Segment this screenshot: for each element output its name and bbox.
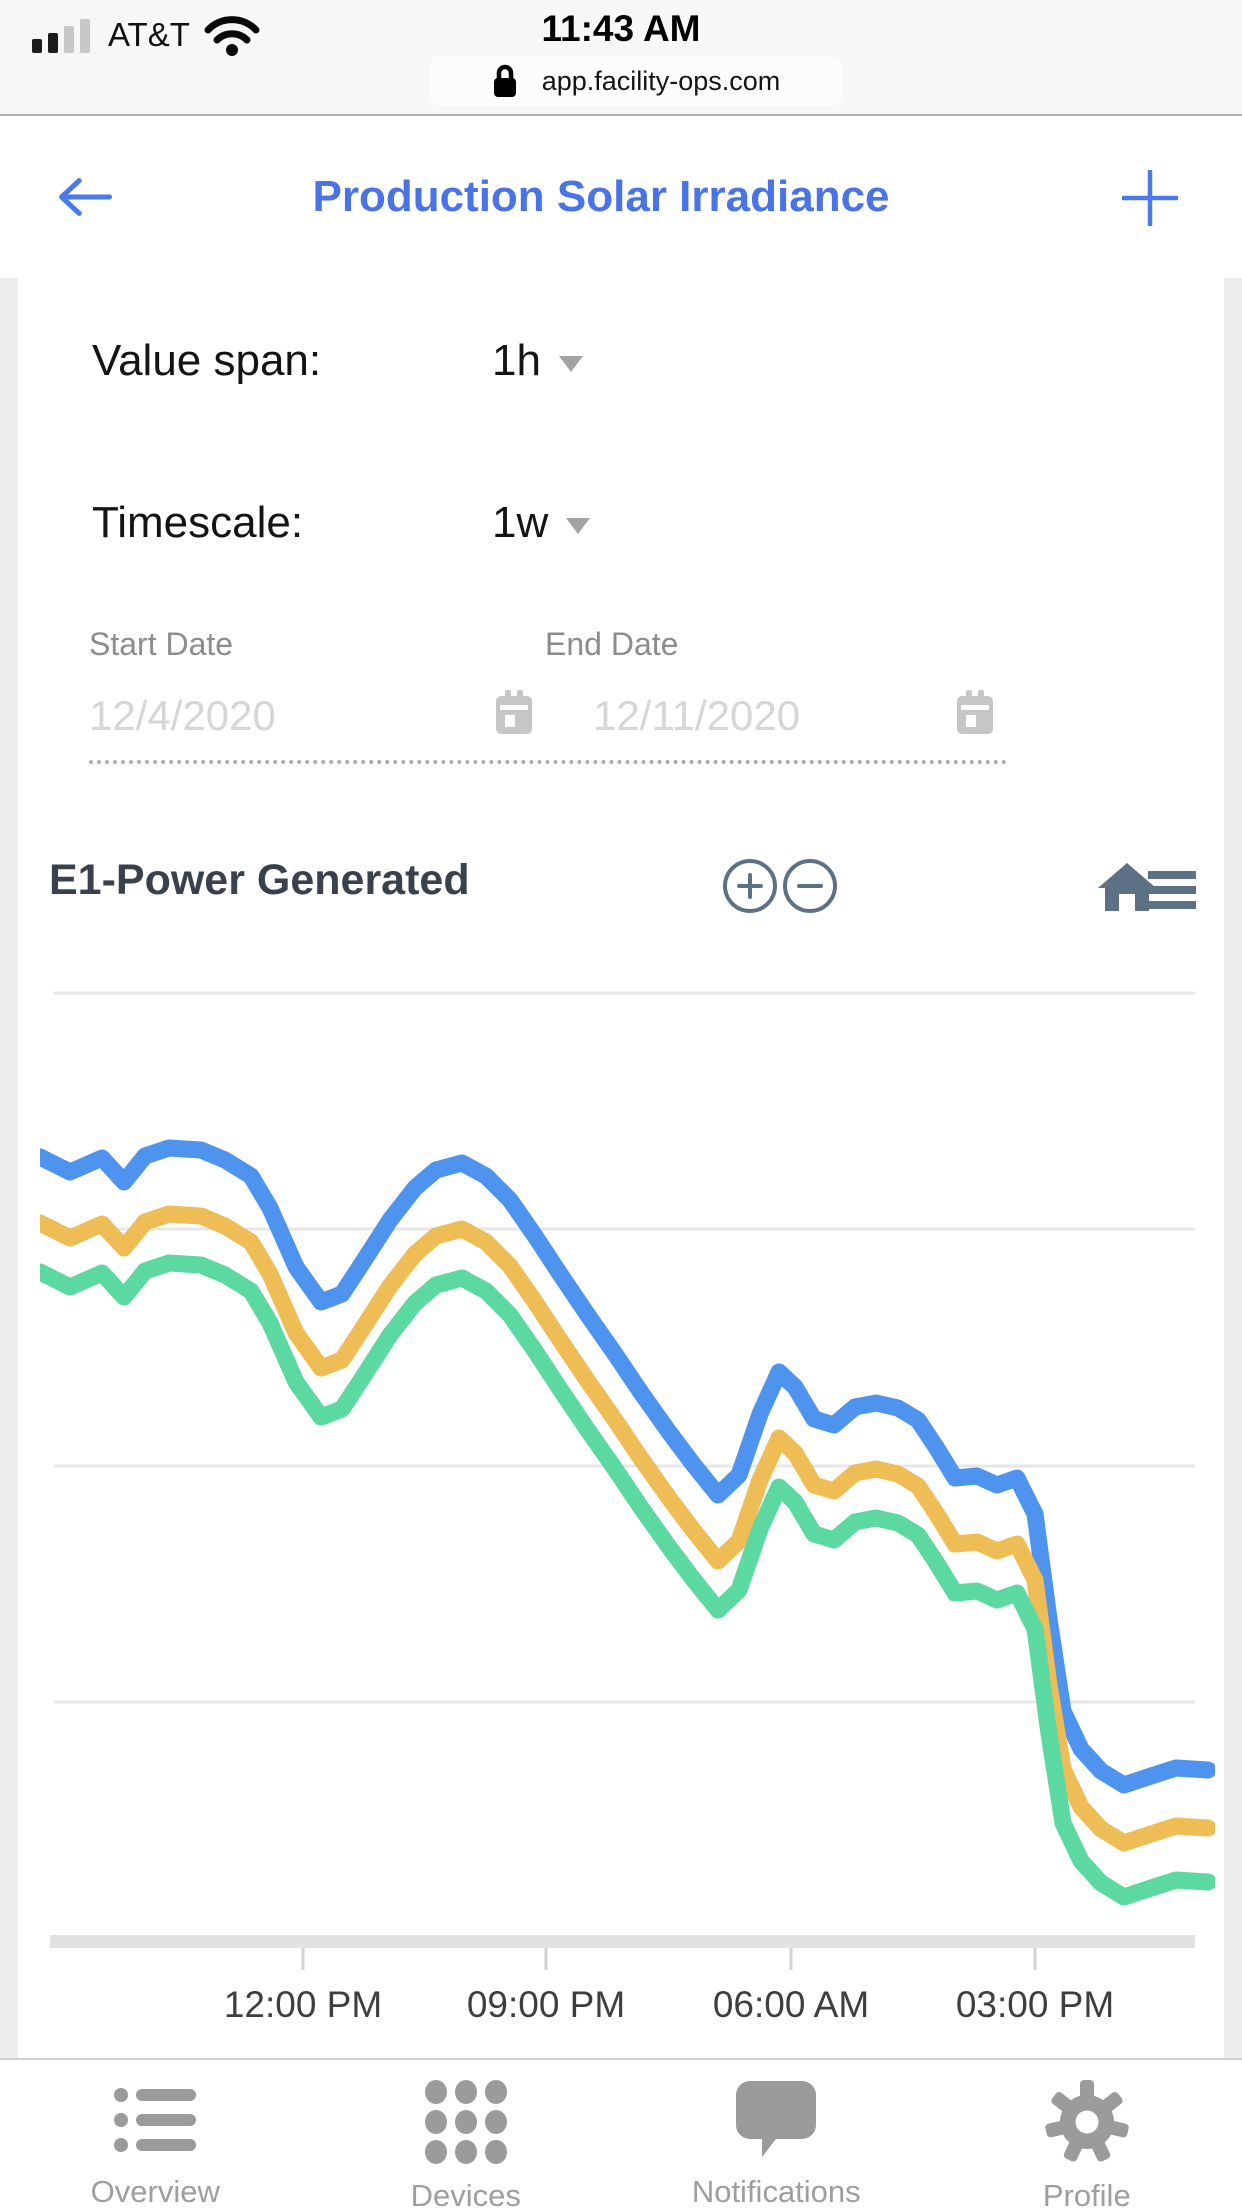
url-field[interactable]: app.facility-ops.com — [430, 56, 842, 106]
timescale-row: Timescale: 1w — [92, 498, 591, 548]
gear-icon — [1045, 2080, 1129, 2164]
chevron-down-icon[interactable] — [566, 518, 591, 534]
list-icon — [114, 2080, 197, 2160]
calendar-icon[interactable] — [496, 690, 532, 736]
status-bar: AT&T 11:43 AM app.facility-ops.com — [0, 0, 1242, 116]
x-tick-label: 03:00 PM — [955, 1984, 1115, 2025]
x-axis — [50, 1935, 1195, 1948]
start-date-label: Start Date — [89, 626, 234, 662]
tab-overview[interactable]: Overview — [0, 2060, 311, 2208]
value-span-select[interactable]: 1h — [492, 336, 541, 385]
content-card: Value span: 1h Timescale: 1w Start Date … — [18, 278, 1224, 2058]
series-green — [31, 1254, 1217, 1906]
series-blue — [31, 1139, 1217, 1794]
tab-profile[interactable]: Profile — [932, 2060, 1242, 2208]
page-title: Production Solar Irradiance — [312, 172, 890, 221]
date-row-divider — [89, 760, 1007, 764]
end-date-label: End Date — [545, 626, 679, 662]
hamburger-menu-icon[interactable] — [1148, 871, 1196, 909]
tab-label: Profile — [1042, 2178, 1131, 2208]
url-text: app.facility-ops.com — [541, 65, 781, 96]
line-chart[interactable] — [31, 950, 1217, 1970]
tab-devices[interactable]: Devices — [311, 2060, 622, 2208]
cell-signal-icon — [32, 19, 90, 53]
lock-icon — [493, 64, 516, 97]
add-button[interactable] — [1122, 170, 1178, 226]
tab-label: Notifications — [691, 2174, 861, 2208]
back-button[interactable] — [54, 166, 112, 228]
tab-label: Overview — [90, 2174, 220, 2208]
home-icon[interactable] — [1098, 863, 1156, 911]
series-orange — [31, 1205, 1217, 1852]
status-left-cluster: AT&T — [32, 14, 260, 56]
bottom-nav: Overview Devices Notifications — [0, 2058, 1242, 2208]
zoom-in-icon[interactable] — [723, 859, 777, 913]
start-date-input[interactable]: 12/4/2020 — [89, 692, 276, 739]
x-axis-labels: 12:00 PM 09:00 PM 06:00 AM 03:00 PM — [18, 1984, 1224, 2034]
tab-notifications[interactable]: Notifications — [621, 2060, 932, 2208]
zoom-controls — [723, 859, 837, 913]
chevron-down-icon[interactable] — [558, 356, 583, 372]
chat-bubble-icon — [736, 2080, 817, 2160]
value-span-label: Value span: — [92, 336, 322, 385]
timescale-label: Timescale: — [92, 498, 304, 547]
status-time: 11:43 AM — [541, 8, 701, 49]
x-tick-label: 09:00 PM — [466, 1984, 626, 2025]
x-tick-label: 06:00 AM — [712, 1984, 870, 2025]
x-tick-label: 12:00 PM — [223, 1984, 383, 2025]
grid-dots-icon — [424, 2080, 508, 2164]
value-span-row: Value span: 1h — [92, 336, 583, 386]
chart-title: E1-Power Generated — [49, 856, 470, 904]
zoom-out-icon[interactable] — [783, 859, 837, 913]
end-date-input[interactable]: 12/11/2020 — [593, 692, 801, 739]
tab-label: Devices — [410, 2178, 521, 2208]
carrier-label: AT&T — [108, 16, 190, 53]
wifi-icon — [204, 16, 260, 56]
app-header: Production Solar Irradiance — [0, 116, 1242, 278]
timescale-select[interactable]: 1w — [492, 498, 549, 547]
calendar-icon[interactable] — [957, 690, 993, 736]
